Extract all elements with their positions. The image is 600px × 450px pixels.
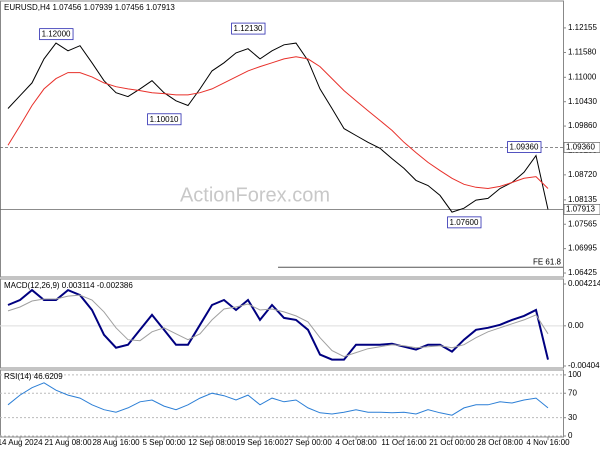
annotation-label: 1.12000	[42, 30, 71, 39]
watermark: ActionForex.com	[180, 184, 330, 206]
y-tick-label: 0.004214	[568, 279, 600, 288]
panel-frame	[0, 0, 564, 278]
y-tick-label: 1.06425	[568, 268, 597, 277]
annotation-box	[507, 141, 542, 153]
annotation-box	[39, 28, 74, 41]
level-label: 1.07913	[566, 204, 595, 213]
x-tick-label: 14 Aug 2024	[0, 438, 43, 447]
panel-title: RSI(14) 46.6209	[4, 372, 63, 381]
x-tick-label: 11 Oct 16:00	[381, 438, 427, 447]
x-tick-label: 12 Sep 08:00	[188, 438, 236, 447]
y-tick-label: 100	[568, 370, 582, 379]
annotation-label: 1.09360	[510, 143, 539, 152]
series-line	[7, 56, 549, 190]
y-tick-label: 0.00	[568, 321, 584, 330]
series-line	[7, 382, 549, 416]
x-tick-label: 21 Oct 00:00	[429, 438, 475, 447]
y-tick-label: 1.11580	[568, 48, 597, 57]
level-label-box	[563, 204, 600, 215]
x-tick-label: 21 Aug 08:00	[44, 438, 92, 447]
y-tick-label: 1.08720	[568, 170, 597, 179]
x-tick-label: 19 Sep 16:00	[236, 438, 284, 447]
panel-frame	[0, 369, 564, 438]
x-tick-label: 4 Oct 08:00	[335, 438, 377, 447]
annotation-label: 1.12130	[234, 24, 263, 33]
y-tick-label: 70	[568, 388, 577, 397]
y-tick-label: 1.09860	[568, 121, 597, 130]
fe-label: FE 61.8	[533, 257, 562, 266]
panel-frame	[0, 278, 564, 369]
x-tick-label: 4 Nov 16:00	[526, 438, 570, 447]
annotation-label: 1.07600	[450, 218, 479, 227]
panel-title: EURUSD,H4 1.07456 1.07939 1.07456 1.0791…	[4, 3, 175, 12]
level-label: 1.09360	[566, 143, 595, 152]
y-tick-label: 1.11000	[568, 72, 597, 81]
x-tick-label: 5 Sep 00:00	[142, 438, 186, 447]
x-tick-label: 27 Sep 00:00	[284, 438, 332, 447]
panel-title: MACD(12,26,9) 0.003114 -0.002386	[4, 281, 133, 290]
annotation-box	[231, 22, 266, 35]
y-tick-label: -0.004047	[568, 361, 600, 370]
series-line	[7, 288, 549, 361]
y-tick-label: 30	[568, 413, 577, 422]
annotation-box	[447, 216, 482, 229]
annotation-box	[147, 113, 182, 126]
y-tick-label: 1.06995	[568, 244, 597, 253]
series-line	[7, 294, 549, 358]
x-tick-label: 28 Oct 08:00	[477, 438, 523, 447]
y-tick-label: 1.10430	[568, 97, 597, 106]
series-line	[7, 42, 549, 213]
y-tick-label: 0	[568, 431, 573, 440]
annotation-label: 1.10010	[150, 115, 179, 124]
y-tick-label: 1.07565	[568, 219, 597, 228]
y-tick-label: 1.08135	[568, 195, 597, 204]
x-tick-label: 28 Aug 16:00	[92, 438, 140, 447]
level-label-box	[563, 142, 600, 153]
y-tick-label: 1.12155	[568, 23, 597, 32]
